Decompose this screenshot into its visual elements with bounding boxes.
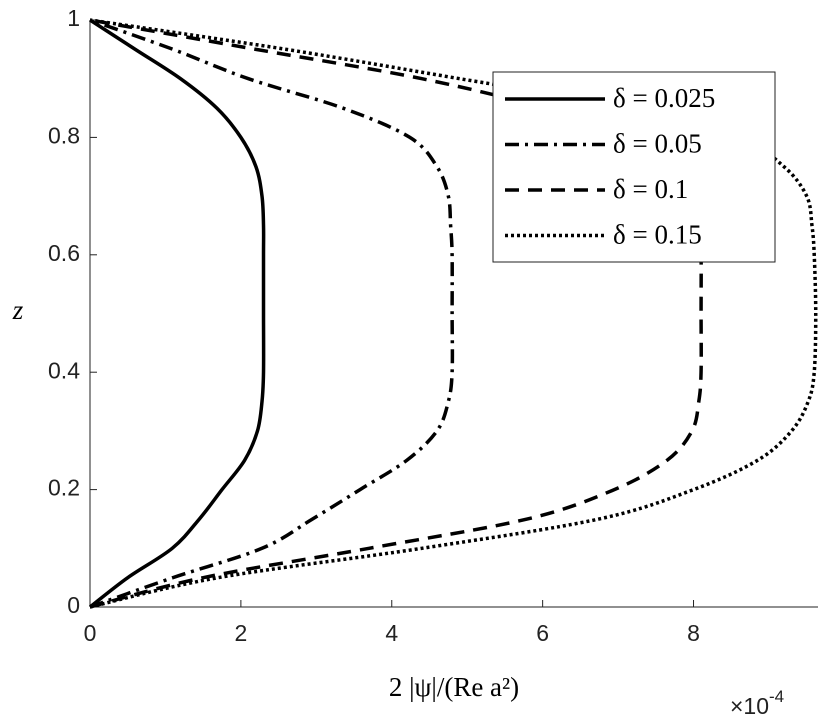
y-tick-label: 0.2 <box>48 475 80 501</box>
multiplier-base: ×10 <box>730 693 769 719</box>
legend-label: δ = 0.1 <box>613 174 688 204</box>
x-tick-label: 8 <box>687 620 700 646</box>
x-tick-label: 4 <box>385 620 398 646</box>
legend-label: δ = 0.025 <box>613 83 715 113</box>
x-axis-label: 2 |ψ|/(Re a²) <box>389 672 519 702</box>
y-tick-label: 1 <box>67 5 80 31</box>
x-tick-label: 0 <box>84 620 97 646</box>
series-line <box>89 18 455 609</box>
x-tick-label: 6 <box>536 620 549 646</box>
multiplier-exponent: -4 <box>769 687 784 706</box>
y-axis-label: z <box>12 295 24 325</box>
y-tick-label: 0.4 <box>48 357 80 383</box>
legend-label: δ = 0.05 <box>613 129 702 159</box>
y-tick-label: 0.6 <box>48 240 80 266</box>
legend-box <box>492 71 776 263</box>
legend-label: δ = 0.15 <box>613 220 702 250</box>
series-line <box>88 18 266 609</box>
y-tick-label: 0.8 <box>48 122 80 148</box>
y-tick-label: 0 <box>67 592 80 618</box>
x-multiplier: ×10-4 <box>730 687 784 719</box>
x-tick-label: 2 <box>234 620 247 646</box>
series-line <box>89 18 703 609</box>
